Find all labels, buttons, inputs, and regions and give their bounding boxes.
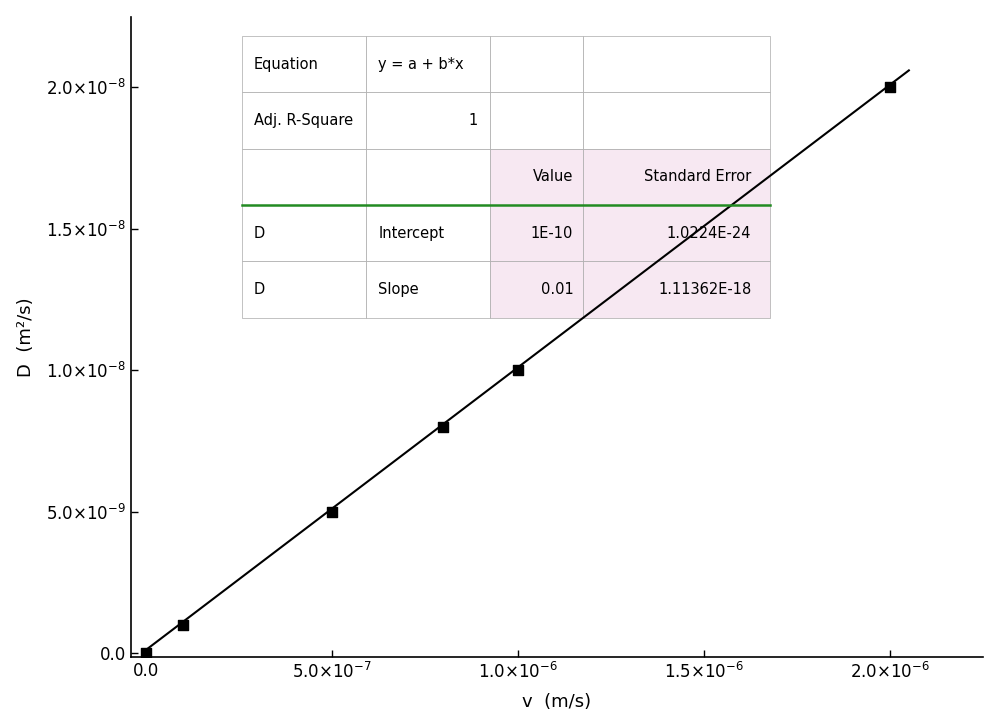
Point bbox=[138, 647, 154, 659]
Point bbox=[510, 365, 526, 376]
Point bbox=[324, 506, 340, 518]
Point bbox=[882, 82, 898, 93]
X-axis label: v  (m/s): v (m/s) bbox=[522, 693, 592, 711]
Point bbox=[175, 619, 191, 630]
Point bbox=[435, 421, 451, 432]
Y-axis label: D  (m²/s): D (m²/s) bbox=[17, 297, 35, 377]
